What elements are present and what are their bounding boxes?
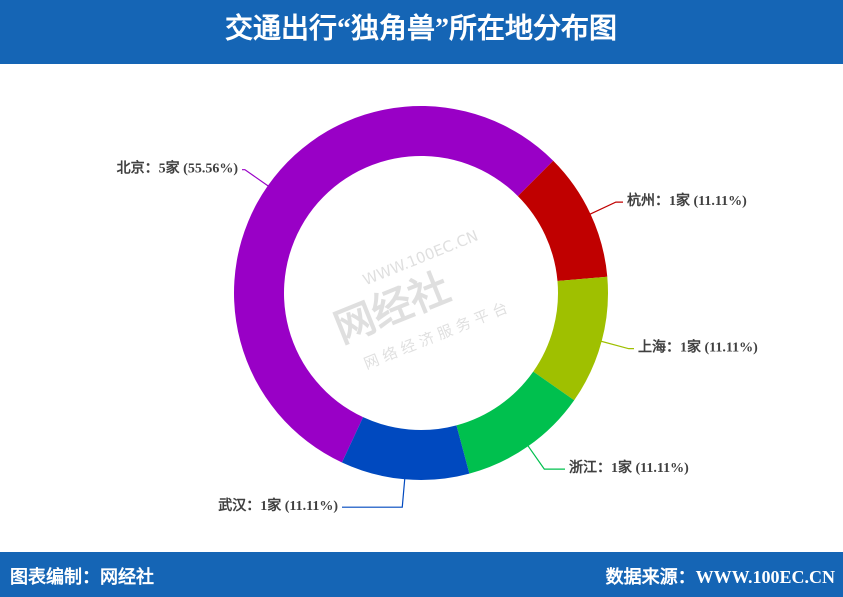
value-label: ：1家 (11.11%) xyxy=(597,459,689,476)
value-label: ：1家 (11.11%) xyxy=(655,192,747,209)
data-label: 北京：5家 (55.56%) xyxy=(117,160,239,177)
footer-right: 数据来源：WWW.100EC.CN xyxy=(606,566,835,587)
data-label: 上海：1家 (11.11%) xyxy=(638,339,758,356)
category-label: 北京 xyxy=(117,160,145,177)
donut-segment xyxy=(533,276,608,401)
leader-line xyxy=(526,444,565,470)
value-label: ：1家 (11.11%) xyxy=(246,497,338,514)
donut-segment xyxy=(341,417,470,480)
leader-line xyxy=(588,201,623,216)
chart-title: 交通出行“独角兽”所在地分布图 xyxy=(225,11,617,44)
donut-segment xyxy=(233,105,554,463)
category-label: 浙江 xyxy=(569,459,597,476)
footer-left: 图表编制：网经社 xyxy=(10,566,154,587)
title-bar xyxy=(0,0,843,64)
category-label: 上海 xyxy=(638,339,666,356)
donut-segment xyxy=(517,160,608,282)
category-label: 武汉 xyxy=(218,497,247,514)
data-label: 浙江：1家 (11.11%) xyxy=(569,459,689,476)
value-label: ：5家 (55.56%) xyxy=(145,160,239,177)
category-label: 杭州 xyxy=(627,192,655,209)
donut-segment xyxy=(456,371,575,474)
leader-line xyxy=(599,340,634,350)
value-label: ：1家 (11.11%) xyxy=(666,339,758,356)
leader-line xyxy=(342,477,406,508)
data-label: 杭州：1家 (11.11%) xyxy=(627,192,747,209)
leader-line xyxy=(242,169,270,188)
data-label: 武汉：1家 (11.11%) xyxy=(218,497,338,514)
footer-bar xyxy=(0,552,843,597)
